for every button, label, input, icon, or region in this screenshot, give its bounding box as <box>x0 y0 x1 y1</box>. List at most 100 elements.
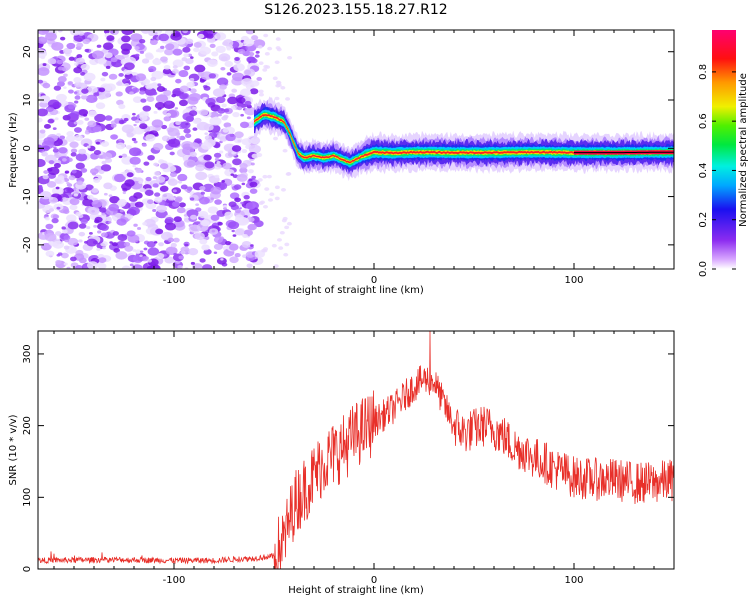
noise-speckle <box>109 195 120 204</box>
noise-speckle <box>158 242 164 247</box>
noise-speckle <box>165 100 172 105</box>
noise-speckle <box>104 52 113 59</box>
noise-speckle <box>55 186 60 190</box>
noise-speckle <box>218 150 224 154</box>
noise-speckle <box>57 66 64 71</box>
noise-speckle <box>109 241 113 244</box>
noise-speckle <box>66 131 74 137</box>
noise-speckle <box>273 264 279 268</box>
noise-speckle <box>145 176 152 182</box>
noise-speckle <box>116 241 127 249</box>
snr-ytick-label: 200 <box>22 416 33 435</box>
noise-speckle <box>87 194 94 200</box>
noise-speckle <box>234 208 242 214</box>
noise-speckle <box>231 151 237 155</box>
noise-speckle <box>187 248 199 256</box>
noise-speckle <box>177 173 188 182</box>
noise-speckle <box>111 242 118 247</box>
noise-speckle <box>176 207 186 214</box>
noise-speckle <box>286 221 292 226</box>
noise-speckle <box>38 117 43 123</box>
noise-speckle <box>156 86 166 92</box>
noise-speckle <box>112 231 119 236</box>
noise-speckle <box>161 135 170 142</box>
noise-speckle <box>63 86 67 89</box>
noise-speckle <box>177 264 183 269</box>
noise-speckle <box>56 81 65 87</box>
noise-speckle <box>183 65 191 71</box>
noise-speckle <box>134 201 144 208</box>
noise-speckle <box>138 38 146 44</box>
noise-speckle <box>86 238 98 247</box>
noise-speckle <box>218 113 222 117</box>
noise-speckle <box>38 95 50 104</box>
noise-speckle <box>231 145 242 152</box>
noise-speckle <box>239 167 248 174</box>
noise-speckle <box>42 82 51 89</box>
noise-speckle <box>167 127 180 137</box>
noise-speckle <box>181 57 188 62</box>
noise-speckle <box>55 260 62 265</box>
noise-speckle <box>75 162 85 170</box>
snr-xtick-label: -100 <box>163 575 186 586</box>
noise-speckle <box>250 162 255 166</box>
noise-speckle <box>248 144 262 154</box>
spectrogram-ytick-label: 20 <box>22 45 33 58</box>
noise-speckle <box>110 30 115 34</box>
noise-speckle <box>80 94 88 100</box>
noise-speckle <box>63 209 70 214</box>
noise-speckle <box>154 196 163 203</box>
noise-speckle <box>160 56 168 62</box>
noise-speckle <box>157 83 162 87</box>
noise-speckle <box>147 259 152 263</box>
noise-speckle <box>164 222 177 231</box>
noise-speckle <box>225 241 231 246</box>
noise-speckle <box>214 32 227 41</box>
noise-speckle <box>73 127 82 133</box>
noise-speckle <box>220 56 228 62</box>
noise-speckle <box>234 228 245 236</box>
noise-speckle <box>126 172 134 178</box>
noise-speckle <box>103 192 108 196</box>
noise-speckle <box>101 71 109 77</box>
noise-speckle <box>216 160 221 164</box>
noise-speckle <box>165 246 178 256</box>
colorbar-tick-label: 0.0 <box>698 261 709 277</box>
noise-speckle <box>142 105 152 112</box>
noise-speckle <box>220 258 224 261</box>
noise-speckle <box>216 257 227 265</box>
noise-speckle <box>86 226 91 230</box>
noise-speckle <box>250 58 258 64</box>
noise-speckle <box>46 180 57 188</box>
noise-speckle <box>183 53 189 58</box>
noise-speckle <box>102 152 113 160</box>
noise-speckle <box>229 192 240 200</box>
noise-speckle <box>185 38 194 45</box>
noise-speckle <box>193 47 200 53</box>
noise-speckle <box>241 149 248 154</box>
noise-speckle <box>214 174 220 179</box>
noise-speckle <box>234 197 241 203</box>
noise-speckle <box>213 236 224 244</box>
noise-speckle <box>74 81 83 88</box>
noise-speckle <box>96 44 102 48</box>
noise-speckle <box>143 161 150 166</box>
noise-speckle <box>179 93 188 100</box>
noise-speckle <box>220 66 226 71</box>
noise-speckle <box>186 81 195 88</box>
noise-speckle <box>224 60 234 68</box>
noise-speckle <box>71 169 77 174</box>
noise-speckle <box>64 170 70 174</box>
noise-speckle <box>194 138 202 144</box>
noise-speckle <box>171 201 180 207</box>
spectrogram-frame <box>37 29 675 270</box>
noise-speckle <box>115 251 128 260</box>
noise-speckle <box>284 242 290 247</box>
noise-speckle <box>179 135 186 141</box>
noise-speckle <box>195 171 208 181</box>
noise-speckle <box>53 163 61 169</box>
noise-speckle <box>189 88 197 94</box>
noise-speckle <box>131 116 138 121</box>
noise-speckle <box>197 33 205 39</box>
